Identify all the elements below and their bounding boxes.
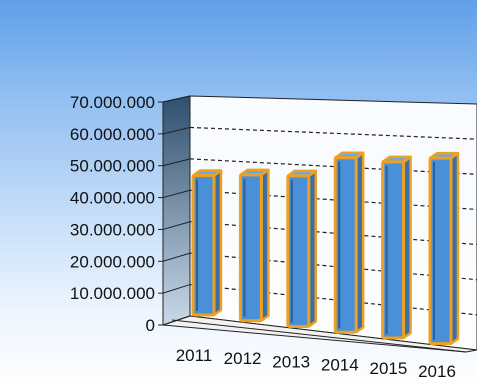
- bar: [381, 160, 406, 340]
- y-tick-label: 40.000.000: [70, 189, 155, 208]
- x-axis-line: [171, 319, 467, 353]
- y-tick-label: 50.000.000: [70, 157, 155, 176]
- gridline-side: [162, 221, 191, 230]
- gridline-side: [162, 252, 191, 262]
- bar: [333, 156, 358, 334]
- y-tick-label: 70.000.000: [70, 93, 155, 112]
- x-tick-label: 2015: [369, 359, 407, 378]
- y-tick-label: 0: [146, 316, 155, 335]
- gridline-side: [162, 158, 191, 167]
- bar: [428, 156, 453, 346]
- gridline: [189, 126, 477, 140]
- y-tick-label: 30.000.000: [70, 220, 155, 239]
- gridline-side: [162, 95, 191, 103]
- y-tick-label: 20.000.000: [70, 252, 155, 271]
- x-tick-label: 2016: [418, 362, 456, 381]
- x-tick-label: 2011: [176, 346, 213, 365]
- bar: [286, 174, 311, 328]
- gridline-side: [162, 284, 191, 294]
- gridline-side: [162, 189, 191, 199]
- x-tick-label: 2014: [321, 356, 359, 375]
- y-tick-label: 10.000.000: [70, 284, 155, 303]
- x-tick-label: 2013: [272, 352, 310, 371]
- y-tick-label: 60.000.000: [70, 125, 155, 144]
- x-tick-label: 2012: [224, 349, 262, 368]
- gridline-side: [162, 126, 191, 135]
- bar: [238, 173, 263, 323]
- bar: [191, 173, 216, 317]
